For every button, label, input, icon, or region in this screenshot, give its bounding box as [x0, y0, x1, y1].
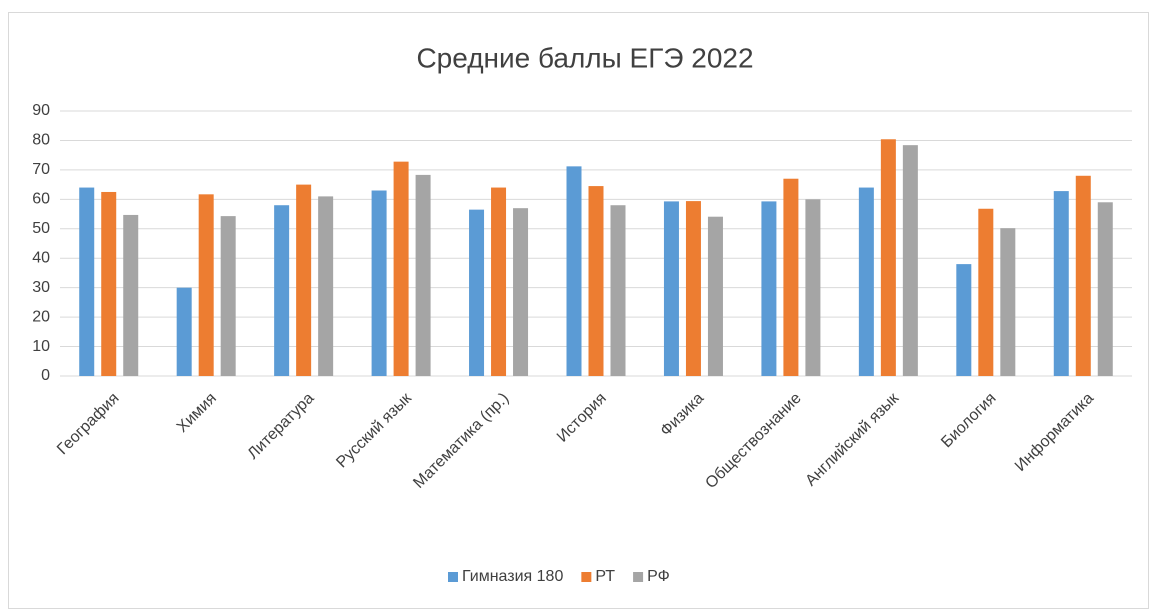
bar: [1053, 191, 1069, 376]
y-tick-label: 0: [41, 367, 50, 384]
bar: [1097, 202, 1113, 376]
bar: [393, 161, 409, 376]
bar: [296, 184, 312, 376]
y-tick-label: 60: [32, 191, 50, 208]
bar: [469, 209, 485, 376]
y-tick-label: 50: [32, 220, 50, 237]
bar: [101, 191, 117, 376]
y-tick-label: 10: [32, 338, 50, 355]
bar: [880, 139, 896, 376]
bar: [1075, 175, 1091, 376]
bar: [956, 264, 972, 376]
bar: [783, 178, 799, 376]
legend-swatch: [633, 572, 644, 582]
bar: [123, 214, 139, 376]
bar: [663, 201, 679, 376]
legend-swatch: [448, 572, 458, 582]
bar: [902, 145, 918, 376]
bar: [610, 205, 626, 376]
bar: [371, 190, 387, 376]
bar: [79, 187, 95, 376]
bar: [176, 287, 192, 376]
y-tick-label: 40: [32, 249, 50, 266]
legend-label: РТ: [595, 568, 615, 585]
bar: [805, 199, 821, 376]
legend-label: РФ: [647, 568, 670, 585]
bar: [566, 166, 582, 376]
bar: [685, 201, 701, 376]
bar: [761, 201, 777, 376]
y-tick-label: 90: [32, 102, 50, 119]
bar: [1000, 228, 1016, 376]
bar: [491, 187, 507, 376]
bar: [707, 216, 723, 376]
chart-title: Средние баллы ЕГЭ 2022: [416, 42, 753, 73]
bar: [513, 208, 529, 376]
bar: [588, 186, 604, 376]
bar: [220, 216, 236, 376]
bar: [978, 208, 994, 376]
bar: [198, 194, 214, 376]
legend-swatch: [581, 572, 592, 582]
y-tick-label: 20: [32, 308, 50, 325]
y-tick-label: 30: [32, 279, 50, 296]
bar: [274, 205, 290, 376]
bar: [318, 196, 334, 376]
y-tick-label: 80: [32, 132, 50, 149]
bar: [415, 174, 431, 376]
legend-label: Гимназия 180: [462, 568, 563, 585]
bar: [858, 187, 874, 376]
y-tick-label: 70: [32, 161, 50, 178]
